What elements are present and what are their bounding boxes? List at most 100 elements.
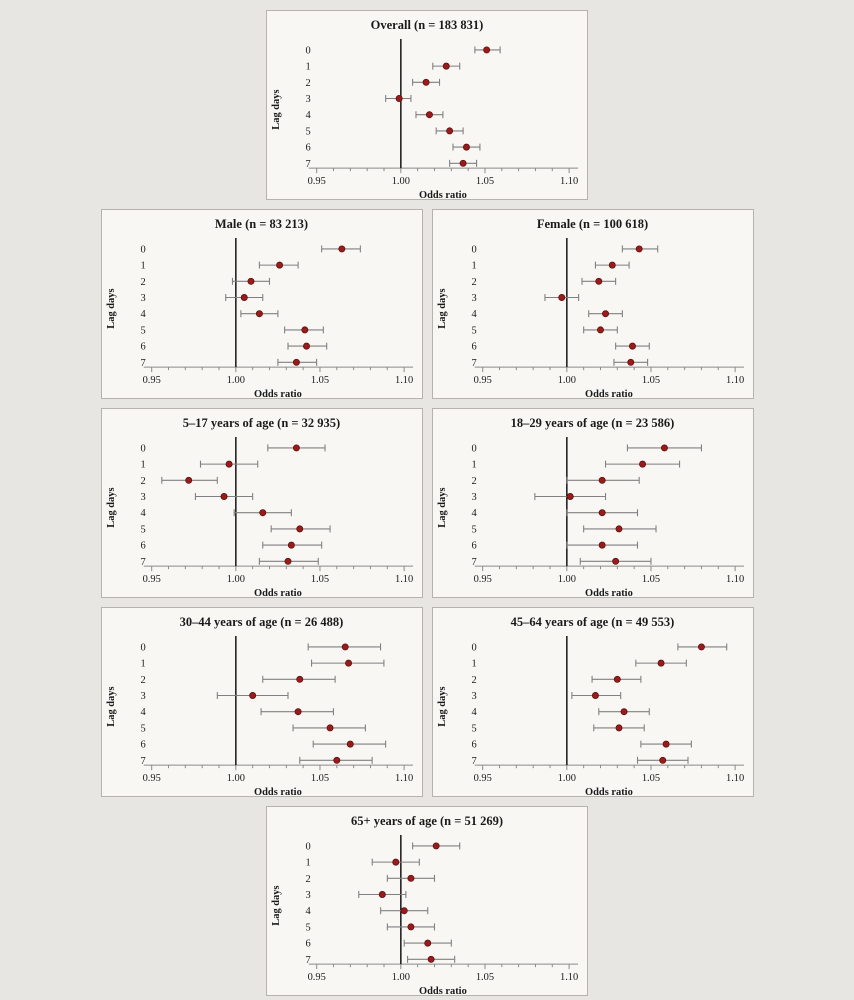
svg-text:Lag days: Lag days (105, 686, 116, 726)
panel-title-age-65-plus: 65+ years of age (n = 51 269) (350, 814, 504, 828)
svg-text:1: 1 (306, 858, 311, 869)
svg-text:7: 7 (306, 159, 311, 170)
svg-text:0: 0 (140, 642, 145, 653)
forest-plot-age-30-44: 0.95 1.00 1.05 1.10 0 1 2 3 4 5 6 7 Odds ratio Lag da… (105, 635, 413, 796)
panel-female: Female (n = 100 618) 0.95 1.00 1.05 1.10 0 1 2… (431, 209, 754, 399)
forest-plot-female: 0.95 1.00 1.05 1.10 0 1 2 3 4 5 6 7 Odds ratio Lag da… (436, 237, 744, 398)
svg-text:Odds ratio: Odds ratio (254, 787, 302, 796)
svg-text:1.00: 1.00 (226, 773, 244, 784)
svg-text:7: 7 (140, 756, 145, 767)
svg-text:3: 3 (140, 492, 145, 503)
svg-text:Odds ratio: Odds ratio (585, 389, 633, 398)
svg-text:1.10: 1.10 (394, 375, 412, 386)
panel-age-30-44: 30–44 years of age (n = 26 488) 0.95 1.00… (100, 607, 423, 797)
svg-text:6: 6 (140, 541, 145, 552)
forest-plot-overall: 0.95 1.00 1.05 1.10 0 1 2 3 4 5 6 7 Odds ratio Lag da… (271, 38, 578, 199)
svg-text:Lag days: Lag days (436, 686, 447, 726)
svg-text:3: 3 (306, 890, 311, 901)
svg-text:4: 4 (140, 309, 146, 320)
svg-text:3: 3 (140, 691, 145, 702)
svg-text:1: 1 (471, 261, 476, 272)
svg-text:Odds ratio: Odds ratio (419, 986, 467, 995)
svg-text:4: 4 (471, 707, 477, 718)
svg-text:1.00: 1.00 (392, 176, 410, 187)
svg-text:5: 5 (306, 126, 311, 137)
svg-text:1.10: 1.10 (394, 574, 412, 585)
panel-title-overall: Overall (n = 183 831) (370, 18, 484, 32)
panel-title-age-30-44: 30–44 years of age (n = 26 488) (179, 615, 344, 629)
svg-text:5: 5 (140, 524, 145, 535)
svg-text:5: 5 (140, 325, 145, 336)
svg-text:0.95: 0.95 (142, 574, 160, 585)
svg-text:7: 7 (140, 358, 145, 369)
svg-text:1.10: 1.10 (725, 773, 743, 784)
svg-text:0: 0 (306, 841, 311, 852)
svg-text:6: 6 (140, 342, 145, 353)
svg-text:7: 7 (471, 756, 476, 767)
forest-plot-age-45-64: 0.95 1.00 1.05 1.10 0 1 2 3 4 5 6 7 Odds ratio Lag da… (436, 635, 744, 796)
panel-male: Male (n = 83 213) 0.95 1.00 1.05 1.10 0 1 2 3 4 5… (100, 209, 423, 399)
svg-text:0.95: 0.95 (142, 375, 160, 386)
svg-text:1.00: 1.00 (557, 574, 575, 585)
svg-text:2: 2 (471, 476, 476, 487)
forest-plot-age-5-17: 0.95 1.00 1.05 1.10 0 1 2 3 4 5 6 7 Odds ratio Lag da… (105, 436, 413, 597)
svg-text:6: 6 (471, 541, 476, 552)
panel-title-male: Male (n = 83 213) (214, 217, 309, 231)
svg-text:0.95: 0.95 (473, 574, 491, 585)
svg-text:1.10: 1.10 (560, 972, 578, 983)
svg-text:Lag days: Lag days (105, 487, 116, 527)
svg-text:6: 6 (471, 740, 476, 751)
svg-text:2: 2 (140, 277, 145, 288)
svg-text:3: 3 (471, 691, 476, 702)
svg-text:1.00: 1.00 (392, 972, 410, 983)
svg-text:1: 1 (471, 460, 476, 471)
svg-text:3: 3 (140, 293, 145, 304)
svg-text:1: 1 (140, 460, 145, 471)
svg-text:0.95: 0.95 (142, 773, 160, 784)
svg-text:4: 4 (306, 906, 312, 917)
row-age-young: 5–17 years of age (n = 32 935) 0.95 1.00 1… (0, 408, 854, 598)
svg-text:2: 2 (306, 78, 311, 89)
svg-text:1.00: 1.00 (226, 375, 244, 386)
panel-title-age-5-17: 5–17 years of age (n = 32 935) (182, 416, 341, 430)
svg-text:0: 0 (471, 244, 476, 255)
svg-text:1.00: 1.00 (557, 375, 575, 386)
svg-text:Lag days: Lag days (271, 885, 282, 925)
svg-text:5: 5 (471, 723, 476, 734)
svg-text:0.95: 0.95 (308, 176, 326, 187)
svg-text:1.05: 1.05 (641, 773, 659, 784)
svg-text:1.05: 1.05 (476, 972, 494, 983)
svg-text:5: 5 (471, 325, 476, 336)
svg-text:2: 2 (140, 476, 145, 487)
svg-text:4: 4 (140, 707, 146, 718)
svg-text:1.00: 1.00 (557, 773, 575, 784)
forest-plot-age-18-29: 0.95 1.00 1.05 1.10 0 1 2 3 4 5 6 7 Odds ratio Lag da… (436, 436, 744, 597)
svg-text:6: 6 (306, 143, 311, 154)
panel-title-age-18-29: 18–29 years of age (n = 23 586) (510, 416, 675, 430)
svg-text:Lag days: Lag days (436, 487, 447, 527)
svg-text:Odds ratio: Odds ratio (254, 389, 302, 398)
panel-age-18-29: 18–29 years of age (n = 23 586) 0.95 1.00… (431, 408, 754, 598)
svg-text:1.00: 1.00 (226, 574, 244, 585)
svg-text:0: 0 (306, 45, 311, 56)
svg-text:1: 1 (140, 261, 145, 272)
svg-text:1.10: 1.10 (725, 574, 743, 585)
svg-text:0: 0 (471, 443, 476, 454)
svg-text:4: 4 (140, 508, 146, 519)
svg-text:4: 4 (471, 309, 477, 320)
panel-age-65-plus: 65+ years of age (n = 51 269) 0.95 1.00 1.… (266, 806, 588, 996)
svg-text:7: 7 (140, 557, 145, 568)
svg-text:Odds ratio: Odds ratio (585, 588, 633, 597)
svg-text:7: 7 (471, 557, 476, 568)
svg-text:1.05: 1.05 (641, 574, 659, 585)
panel-age-5-17: 5–17 years of age (n = 32 935) 0.95 1.00 1… (100, 408, 423, 598)
svg-text:0.95: 0.95 (473, 375, 491, 386)
svg-text:1.05: 1.05 (641, 375, 659, 386)
svg-text:1: 1 (471, 659, 476, 670)
svg-text:Odds ratio: Odds ratio (585, 787, 633, 796)
svg-text:0.95: 0.95 (473, 773, 491, 784)
svg-text:1.05: 1.05 (476, 176, 494, 187)
svg-text:3: 3 (306, 94, 311, 105)
